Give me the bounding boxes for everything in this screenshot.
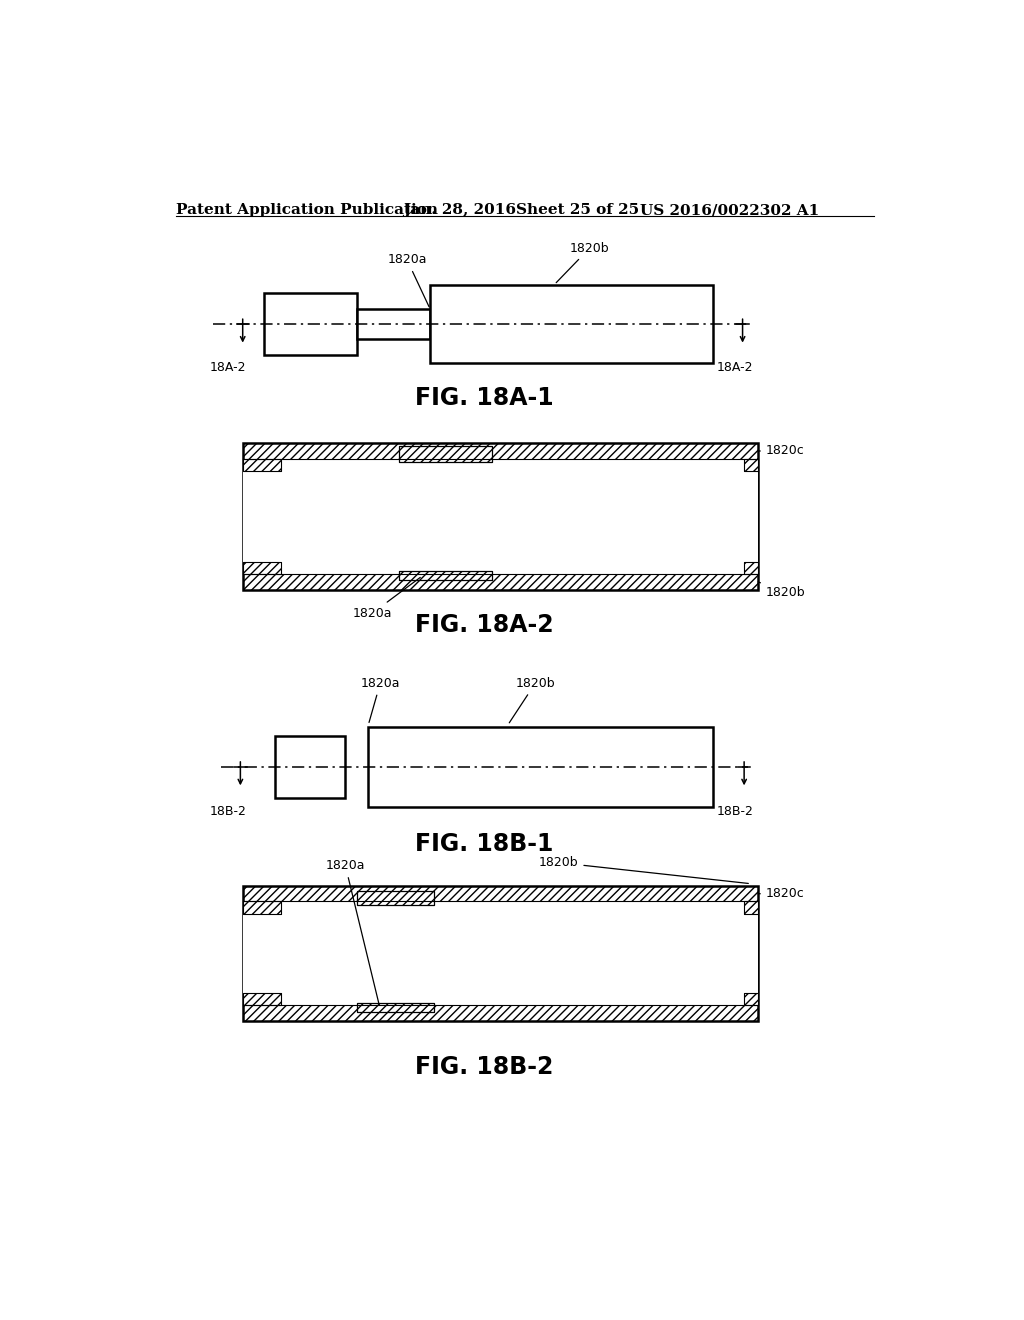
- Bar: [744, 993, 758, 1006]
- Bar: [243, 459, 282, 471]
- Bar: [744, 902, 758, 913]
- Text: US 2016/0022302 A1: US 2016/0022302 A1: [640, 203, 819, 216]
- Bar: [356, 1003, 434, 1012]
- Text: Patent Application Publication: Patent Application Publication: [176, 203, 438, 216]
- Text: 1820c: 1820c: [758, 887, 805, 900]
- Bar: [356, 1003, 434, 1012]
- Bar: [243, 444, 758, 459]
- Bar: [399, 572, 493, 581]
- Text: Jan. 28, 2016: Jan. 28, 2016: [403, 203, 516, 216]
- Bar: [243, 886, 758, 1020]
- Bar: [744, 459, 758, 471]
- Bar: [744, 562, 758, 574]
- Text: 18B-2: 18B-2: [717, 805, 754, 818]
- Bar: [744, 562, 758, 574]
- Text: 1820b: 1820b: [556, 242, 609, 282]
- Bar: [744, 993, 758, 1006]
- Bar: [263, 293, 356, 355]
- Bar: [369, 726, 713, 807]
- Bar: [356, 891, 434, 906]
- Bar: [243, 993, 282, 1006]
- Text: 18B-2: 18B-2: [209, 805, 246, 818]
- Text: 1820b: 1820b: [509, 677, 555, 723]
- Bar: [243, 562, 282, 574]
- Bar: [243, 459, 282, 471]
- Bar: [275, 737, 345, 797]
- Bar: [243, 902, 758, 1006]
- Bar: [243, 902, 282, 913]
- Text: FIG. 18A-2: FIG. 18A-2: [415, 612, 554, 636]
- Bar: [356, 309, 430, 339]
- Text: Sheet 25 of 25: Sheet 25 of 25: [515, 203, 639, 216]
- Text: 1820b: 1820b: [758, 582, 806, 599]
- Text: 1820b: 1820b: [539, 857, 749, 883]
- Text: 18A-2: 18A-2: [717, 360, 754, 374]
- Text: 1820a: 1820a: [352, 577, 420, 619]
- Bar: [243, 444, 758, 590]
- Bar: [399, 446, 493, 462]
- Text: FIG. 18A-1: FIG. 18A-1: [415, 385, 554, 409]
- Bar: [744, 459, 758, 471]
- Bar: [399, 446, 493, 462]
- Bar: [430, 285, 713, 363]
- Text: FIG. 18B-1: FIG. 18B-1: [416, 832, 554, 857]
- Text: 18A-2: 18A-2: [209, 360, 246, 374]
- Text: 1820a: 1820a: [326, 859, 379, 1005]
- Text: 1820a: 1820a: [387, 253, 429, 306]
- Bar: [243, 459, 758, 574]
- Text: 1820a: 1820a: [360, 677, 400, 722]
- Bar: [243, 1006, 758, 1020]
- Bar: [744, 902, 758, 913]
- Text: 1820c: 1820c: [758, 445, 805, 458]
- Bar: [243, 562, 282, 574]
- Text: FIG. 18B-2: FIG. 18B-2: [416, 1056, 554, 1080]
- Bar: [243, 886, 758, 902]
- Bar: [243, 993, 282, 1006]
- Bar: [356, 891, 434, 906]
- Bar: [243, 574, 758, 590]
- Bar: [243, 902, 282, 913]
- Bar: [399, 572, 493, 581]
